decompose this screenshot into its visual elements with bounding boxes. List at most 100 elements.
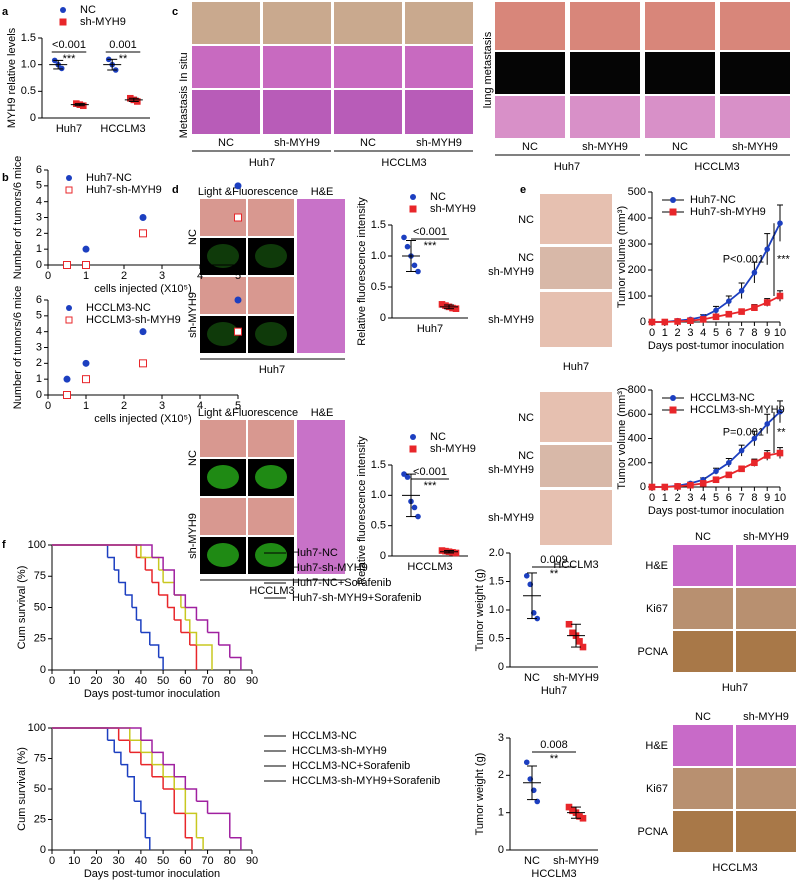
y-tick-label: 1.0	[371, 489, 386, 501]
y-tick-label: 1.5	[371, 459, 386, 471]
x-tick-label: 60	[179, 675, 191, 687]
y-tick-label: 0	[640, 481, 646, 493]
data-point	[726, 298, 732, 305]
p-value: <0.001	[52, 39, 86, 51]
panel-label: f	[2, 539, 6, 551]
x-tick-label: 1	[83, 270, 89, 282]
label: Metastasis	[178, 85, 190, 138]
survival-step	[152, 776, 164, 789]
data-point	[713, 307, 719, 314]
x-tick-label: 30	[113, 675, 125, 687]
data-point	[579, 814, 587, 822]
label: NC	[360, 137, 376, 149]
data-point	[234, 296, 242, 304]
y-axis-label: Tumor weight (g)	[474, 753, 486, 836]
y-tick-label: 4	[36, 326, 42, 338]
photo	[334, 2, 402, 44]
y-tick-label: 0	[36, 389, 42, 401]
label: NC	[187, 450, 199, 466]
photo	[248, 199, 294, 236]
label: NC	[518, 252, 534, 264]
x-tick-label: 50	[157, 675, 169, 687]
x-tick-label: 4	[197, 400, 203, 412]
label: sh-MYH9	[732, 141, 778, 153]
label: Light &Fluorescence	[198, 186, 298, 198]
x-tick-label: 10	[68, 675, 80, 687]
x-tick-label: 1	[662, 492, 668, 504]
x-tick-label: 1	[662, 327, 668, 339]
label: NC	[218, 137, 234, 149]
x-tick-label: 2	[675, 327, 681, 339]
series-line	[652, 411, 781, 488]
label: sh-MYH9	[488, 512, 534, 524]
survival-step	[52, 544, 153, 558]
survival-step	[207, 631, 220, 645]
x-tick-label: 3	[687, 327, 693, 339]
label: HCCLM3	[249, 585, 294, 597]
label: sh-MYH9	[743, 711, 789, 723]
fluorescence	[255, 465, 287, 489]
survival-step	[152, 763, 164, 777]
data-point	[63, 391, 71, 399]
y-tick-label: 0	[498, 661, 504, 673]
x-tick-label: sh-MYH9	[553, 855, 599, 867]
legend-marker	[669, 406, 677, 414]
survival-step	[196, 837, 204, 850]
label: sh-MYH9	[488, 266, 534, 278]
x-tick-label: 3	[159, 270, 165, 282]
data-point	[725, 310, 733, 318]
data-point	[699, 480, 707, 487]
survival-step	[163, 569, 175, 595]
x-tick-label: 20	[90, 675, 102, 687]
y-tick-label: 25	[34, 813, 46, 825]
photo	[736, 545, 796, 586]
photo	[570, 2, 640, 50]
survival-step	[218, 644, 231, 658]
x-tick-label: 3	[687, 492, 693, 504]
data-point	[411, 262, 418, 269]
y-tick-label: 6	[36, 294, 42, 306]
y-tick-label: 0	[640, 316, 646, 328]
photo	[248, 420, 294, 457]
legend-label: HCCLM3-NC	[292, 730, 357, 742]
x-tick-label: 80	[224, 675, 236, 687]
y-tick-label: 2.0	[489, 547, 504, 559]
y-tick-label: 1.5	[371, 219, 386, 231]
legend-label: Huh7-sh-MYH9	[292, 562, 368, 574]
fluorescence	[207, 244, 239, 268]
legend-marker	[66, 305, 72, 311]
data-point	[777, 409, 783, 415]
data-point	[776, 292, 784, 300]
photo	[645, 2, 715, 50]
photo	[248, 277, 294, 314]
survival-step	[174, 619, 182, 633]
label: sh-MYH9	[743, 531, 789, 543]
label: NC	[522, 141, 538, 153]
data-point	[648, 318, 656, 326]
y-tick-label: 600	[628, 408, 646, 420]
data-point	[234, 213, 242, 222]
y-tick-label: 2	[36, 227, 42, 239]
y-tick-label: 5	[36, 310, 42, 322]
survival-step	[196, 644, 213, 670]
survival-step	[174, 776, 187, 789]
legend-marker	[409, 445, 417, 453]
label: sh-MYH9	[187, 513, 199, 559]
survival-step	[107, 739, 115, 753]
panel-label: b	[2, 172, 9, 184]
photo	[263, 90, 331, 134]
label: H&E	[645, 740, 668, 752]
survival-step	[114, 751, 122, 765]
label: sh-MYH9	[274, 137, 320, 149]
fluorescence	[255, 244, 287, 268]
label: lung metastasis	[482, 31, 494, 108]
panel-label: d	[172, 184, 179, 196]
photo	[645, 52, 715, 94]
x-tick-label: 2	[121, 400, 127, 412]
y-tick-label: 0.5	[489, 632, 504, 644]
legend-label: Huh7-sh-MYH9	[690, 206, 766, 218]
survival-step	[196, 619, 209, 633]
data-point	[712, 313, 720, 321]
data-point	[82, 245, 90, 253]
